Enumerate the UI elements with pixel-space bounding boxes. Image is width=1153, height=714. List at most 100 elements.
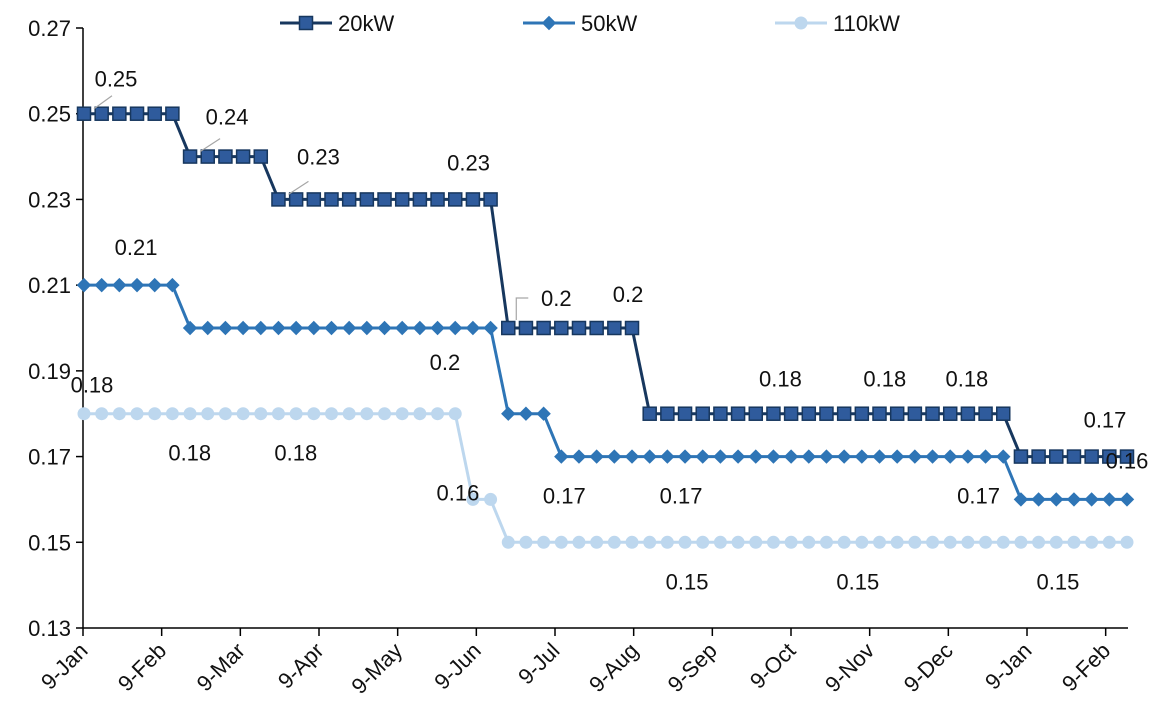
series-110kw-line	[84, 412, 1127, 544]
series-20kw-point	[253, 149, 269, 164]
data-label: 0.16	[437, 480, 480, 505]
series-110kw-point	[961, 535, 975, 549]
series-20kw-point	[147, 106, 162, 121]
series-50kw-point	[288, 320, 304, 336]
data-label: 0.17	[660, 484, 703, 509]
data-label: 0.18	[863, 367, 906, 392]
series-110kw-point	[130, 407, 144, 421]
series-50kw-point	[306, 320, 322, 336]
series-50kw-point	[748, 449, 763, 464]
series-20kw-point	[1013, 449, 1029, 464]
series-110kw-point	[1120, 535, 1134, 549]
data-label: 0.18	[945, 367, 988, 392]
legend-110kw: 110kW	[775, 11, 900, 36]
series-50kw-point	[819, 449, 834, 464]
series-50kw-point	[607, 449, 622, 464]
series-50kw-point	[76, 277, 92, 293]
series-110kw-point	[307, 407, 321, 421]
data-label: 0.2	[613, 282, 644, 307]
y-tick-label: 0.21	[28, 273, 71, 298]
data-label: 0.21	[115, 235, 158, 260]
series-50kw-point	[235, 320, 251, 336]
series-20kw-point	[182, 149, 198, 164]
series-20kw-line	[84, 112, 1127, 459]
series-20kw-point	[571, 320, 587, 336]
series-20kw-point	[306, 192, 322, 207]
series-50kw-point	[218, 320, 233, 336]
data-label: 0.23	[297, 144, 340, 169]
series-20kw-point	[695, 406, 710, 421]
series-20kw-point	[677, 406, 693, 421]
series-20kw-point	[430, 192, 445, 207]
series-110kw-point	[112, 407, 126, 421]
x-tick-label: 9-Jun	[429, 638, 486, 695]
series-20kw-point	[341, 192, 357, 207]
series-20kw-point	[996, 406, 1011, 421]
series-110kw-point	[766, 535, 780, 549]
series-110kw-point	[908, 535, 922, 549]
series-50kw-point	[554, 449, 569, 464]
series-110kw-point	[837, 535, 851, 549]
series-20kw-point	[854, 406, 870, 421]
series-110kw-point	[201, 407, 215, 421]
data-label: 0.15	[836, 569, 879, 594]
series-20kw-point	[925, 406, 940, 421]
legend-110kw-point	[794, 16, 808, 30]
series-110kw-point	[855, 535, 869, 549]
data-label: 0.17	[543, 484, 586, 509]
series-20kw-point	[536, 320, 551, 336]
x-tick-label: 9-Dec	[899, 638, 958, 697]
series-50kw-point	[978, 449, 993, 464]
series-110kw-point	[802, 535, 816, 549]
data-label: 0.17	[957, 484, 1000, 509]
series-110kw-point	[324, 407, 338, 421]
series-110kw-point	[979, 535, 993, 549]
series-20kw-point	[1119, 449, 1135, 464]
x-tick-label: 9-Apr	[273, 638, 329, 694]
series-110kw-point	[413, 407, 427, 421]
series-50kw-point	[907, 449, 923, 464]
series-110kw-point	[607, 535, 621, 549]
series-20kw-point	[76, 106, 92, 121]
data-labels: 0.25 0.24 0.23 0.23 0.2 0.2 0.18 0.18 0.18 0.17 0.…	[71, 67, 1149, 595]
series-110kw-point	[943, 535, 957, 549]
series-110kw-point	[1049, 535, 1063, 549]
series-110kw-point	[484, 492, 498, 506]
y-tick-label: 0.27	[28, 16, 71, 41]
series-20kw-point	[642, 406, 657, 421]
data-label: 0.23	[447, 150, 490, 175]
series-50kw-point	[341, 320, 357, 336]
series-20kw-point	[607, 320, 622, 336]
legend-20kw: 20kW	[280, 11, 394, 36]
x-tick-label: 9-Aug	[584, 638, 643, 697]
series-20kw-point	[271, 192, 286, 207]
series-110kw-point	[1032, 535, 1046, 549]
x-tick-label: 9-Jul	[513, 638, 564, 689]
series-50kw-point	[589, 449, 604, 464]
series-50kw-point	[518, 406, 534, 421]
x-tick-label: 9-Feb	[1057, 638, 1115, 696]
series-50kw-point	[1066, 492, 1082, 507]
data-label: 0.18	[168, 441, 211, 466]
legend-50kw-point	[541, 15, 557, 31]
x-tick-label: 9-Oct	[745, 638, 801, 694]
series-110kw-point	[1014, 535, 1028, 549]
y-tick-label: 0.15	[28, 530, 71, 555]
series-20kw-point	[783, 406, 799, 421]
series-20kw-point	[1049, 449, 1064, 464]
x-tick-label: 9-Jan	[36, 638, 93, 695]
series-110kw-point	[784, 535, 798, 549]
series-110kw-point	[519, 535, 533, 549]
series-110kw-point	[590, 535, 604, 549]
legend-50kw: 50kW	[523, 11, 637, 36]
series-110kw-point	[996, 535, 1010, 549]
x-tick-label: 9-Nov	[820, 638, 879, 697]
series-20kw-point	[394, 192, 410, 207]
series-50kw-point	[1013, 492, 1029, 507]
series-20kw-point	[94, 106, 109, 121]
data-label: 0.15	[1037, 569, 1080, 594]
data-label: 0.18	[71, 373, 114, 398]
series-50kw-point	[695, 449, 710, 464]
y-tick-label: 0.17	[28, 445, 71, 470]
